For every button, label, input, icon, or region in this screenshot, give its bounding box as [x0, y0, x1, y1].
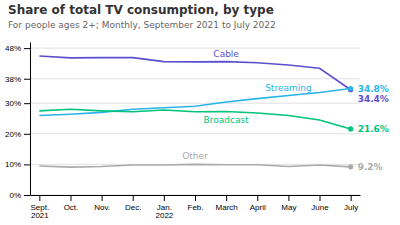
x-tick-mark	[257, 195, 258, 201]
series-names: Cable Streaming Broadcast Other	[182, 49, 311, 162]
x-tick: June	[311, 195, 329, 212]
data-label: 34.8%	[358, 84, 389, 94]
plot: 0% 10% 20% 30% 38% 48% Sept.2021 Oct. Nov. Dec. Ja…	[5, 43, 389, 221]
x-tick: Dec.	[125, 195, 141, 212]
x-tick-mark	[164, 195, 165, 201]
y-tick-mark	[24, 103, 30, 104]
x-tick-label: April	[250, 203, 266, 212]
x-tick-label-line: Oct.	[64, 203, 79, 212]
x-tick-label: May	[281, 203, 296, 212]
y-tick: 48%	[5, 44, 30, 53]
x-tick-label-line: 2021	[31, 211, 49, 220]
x-tick-label: Feb.	[187, 203, 203, 212]
y-axis: 0% 10% 20% 30% 38% 48%	[5, 43, 31, 201]
grid-line	[30, 133, 360, 134]
y-tick-mark	[24, 134, 30, 135]
x-tick-mark	[195, 195, 196, 201]
x-tick-label: July	[344, 203, 358, 212]
x-tick: March	[216, 195, 238, 212]
series-name: Streaming	[265, 83, 311, 93]
series-name: Cable	[213, 49, 239, 59]
x-tick-label-line: Sept.	[30, 203, 49, 212]
x-tick-mark	[70, 195, 71, 201]
grid-line	[30, 103, 360, 104]
x-tick-label-line: Dec.	[125, 203, 141, 212]
series-group	[39, 56, 353, 169]
x-tick-label: Nov.	[94, 203, 110, 212]
x-tick-label-line: April	[250, 203, 266, 212]
x-tick-mark	[39, 195, 40, 201]
y-tick-label: 30%	[5, 99, 21, 108]
y-tick: 30%	[5, 99, 30, 108]
y-tick-mark	[24, 79, 30, 80]
x-tick-label-line: 2022	[155, 211, 173, 220]
y-tick-label: 48%	[5, 44, 21, 53]
grid-line	[30, 48, 360, 49]
x-tick-label-line: Feb.	[187, 203, 203, 212]
y-tick-mark	[24, 48, 30, 49]
subtitle: For people ages 2+; Monthly, September 2…	[8, 20, 276, 30]
data-label: 21.6%	[358, 124, 389, 134]
x-tick: April	[250, 195, 266, 212]
data-labels: 34.8%34.4% 21.6% 9.2%	[358, 84, 389, 172]
data-label: 9.2%	[358, 162, 383, 172]
series-name: Broadcast	[204, 115, 250, 125]
x-tick: Oct.	[64, 195, 79, 212]
x-tick-label: Sept.2021	[30, 203, 49, 221]
x-tick-mark	[133, 195, 134, 201]
x-tick-label: March	[216, 203, 238, 212]
y-tick-label: 20%	[5, 130, 21, 139]
grid-line	[30, 78, 360, 79]
end-dot	[348, 86, 353, 91]
chart: Share of total TV consumption, by type Fo…	[0, 0, 400, 225]
x-tick-label: Oct.	[64, 203, 79, 212]
y-tick: 0%	[9, 191, 30, 200]
y-axis-line	[30, 43, 31, 196]
x-tick-mark	[320, 195, 321, 201]
data-label: 34.4%	[358, 94, 389, 104]
x-axis: Sept.2021 Oct. Nov. Dec. Jan.2022 Feb. March Ap…	[30, 195, 360, 220]
y-tick: 10%	[5, 160, 30, 169]
x-tick-label-line: Nov.	[94, 203, 110, 212]
y-tick-label: 38%	[5, 75, 21, 84]
end-dot	[348, 126, 353, 131]
series-line	[39, 109, 350, 129]
title: Share of total TV consumption, by type	[8, 3, 274, 17]
end-dot	[348, 164, 353, 169]
x-tick-label-line: June	[311, 203, 329, 212]
y-tick-mark	[24, 195, 30, 196]
x-tick-mark	[288, 195, 289, 201]
y-tick: 20%	[5, 130, 30, 139]
y-tick: 38%	[5, 75, 30, 84]
x-tick-label: June	[311, 203, 329, 212]
x-tick: Sept.2021	[30, 195, 49, 220]
x-tick-label: Jan.2022	[155, 203, 173, 221]
x-tick: July	[344, 195, 358, 212]
x-tick: Jan.2022	[155, 195, 173, 220]
x-tick: May	[281, 195, 296, 212]
x-tick-label-line: March	[216, 203, 238, 212]
x-tick-label-line: July	[344, 203, 358, 212]
series-line	[39, 164, 350, 167]
x-tick-label-line: May	[281, 203, 296, 212]
x-tick-label: Dec.	[125, 203, 141, 212]
x-tick: Feb.	[187, 195, 203, 212]
y-tick-label: 0%	[9, 191, 21, 200]
x-tick: Nov.	[94, 195, 110, 212]
y-tick-mark	[24, 164, 30, 165]
grid	[30, 48, 360, 195]
x-tick-mark	[226, 195, 227, 201]
y-tick-label: 10%	[5, 160, 21, 169]
series-name: Other	[182, 151, 208, 161]
x-tick-label-line: Jan.	[157, 203, 172, 212]
x-tick-mark	[102, 195, 103, 201]
x-tick-mark	[351, 195, 352, 201]
